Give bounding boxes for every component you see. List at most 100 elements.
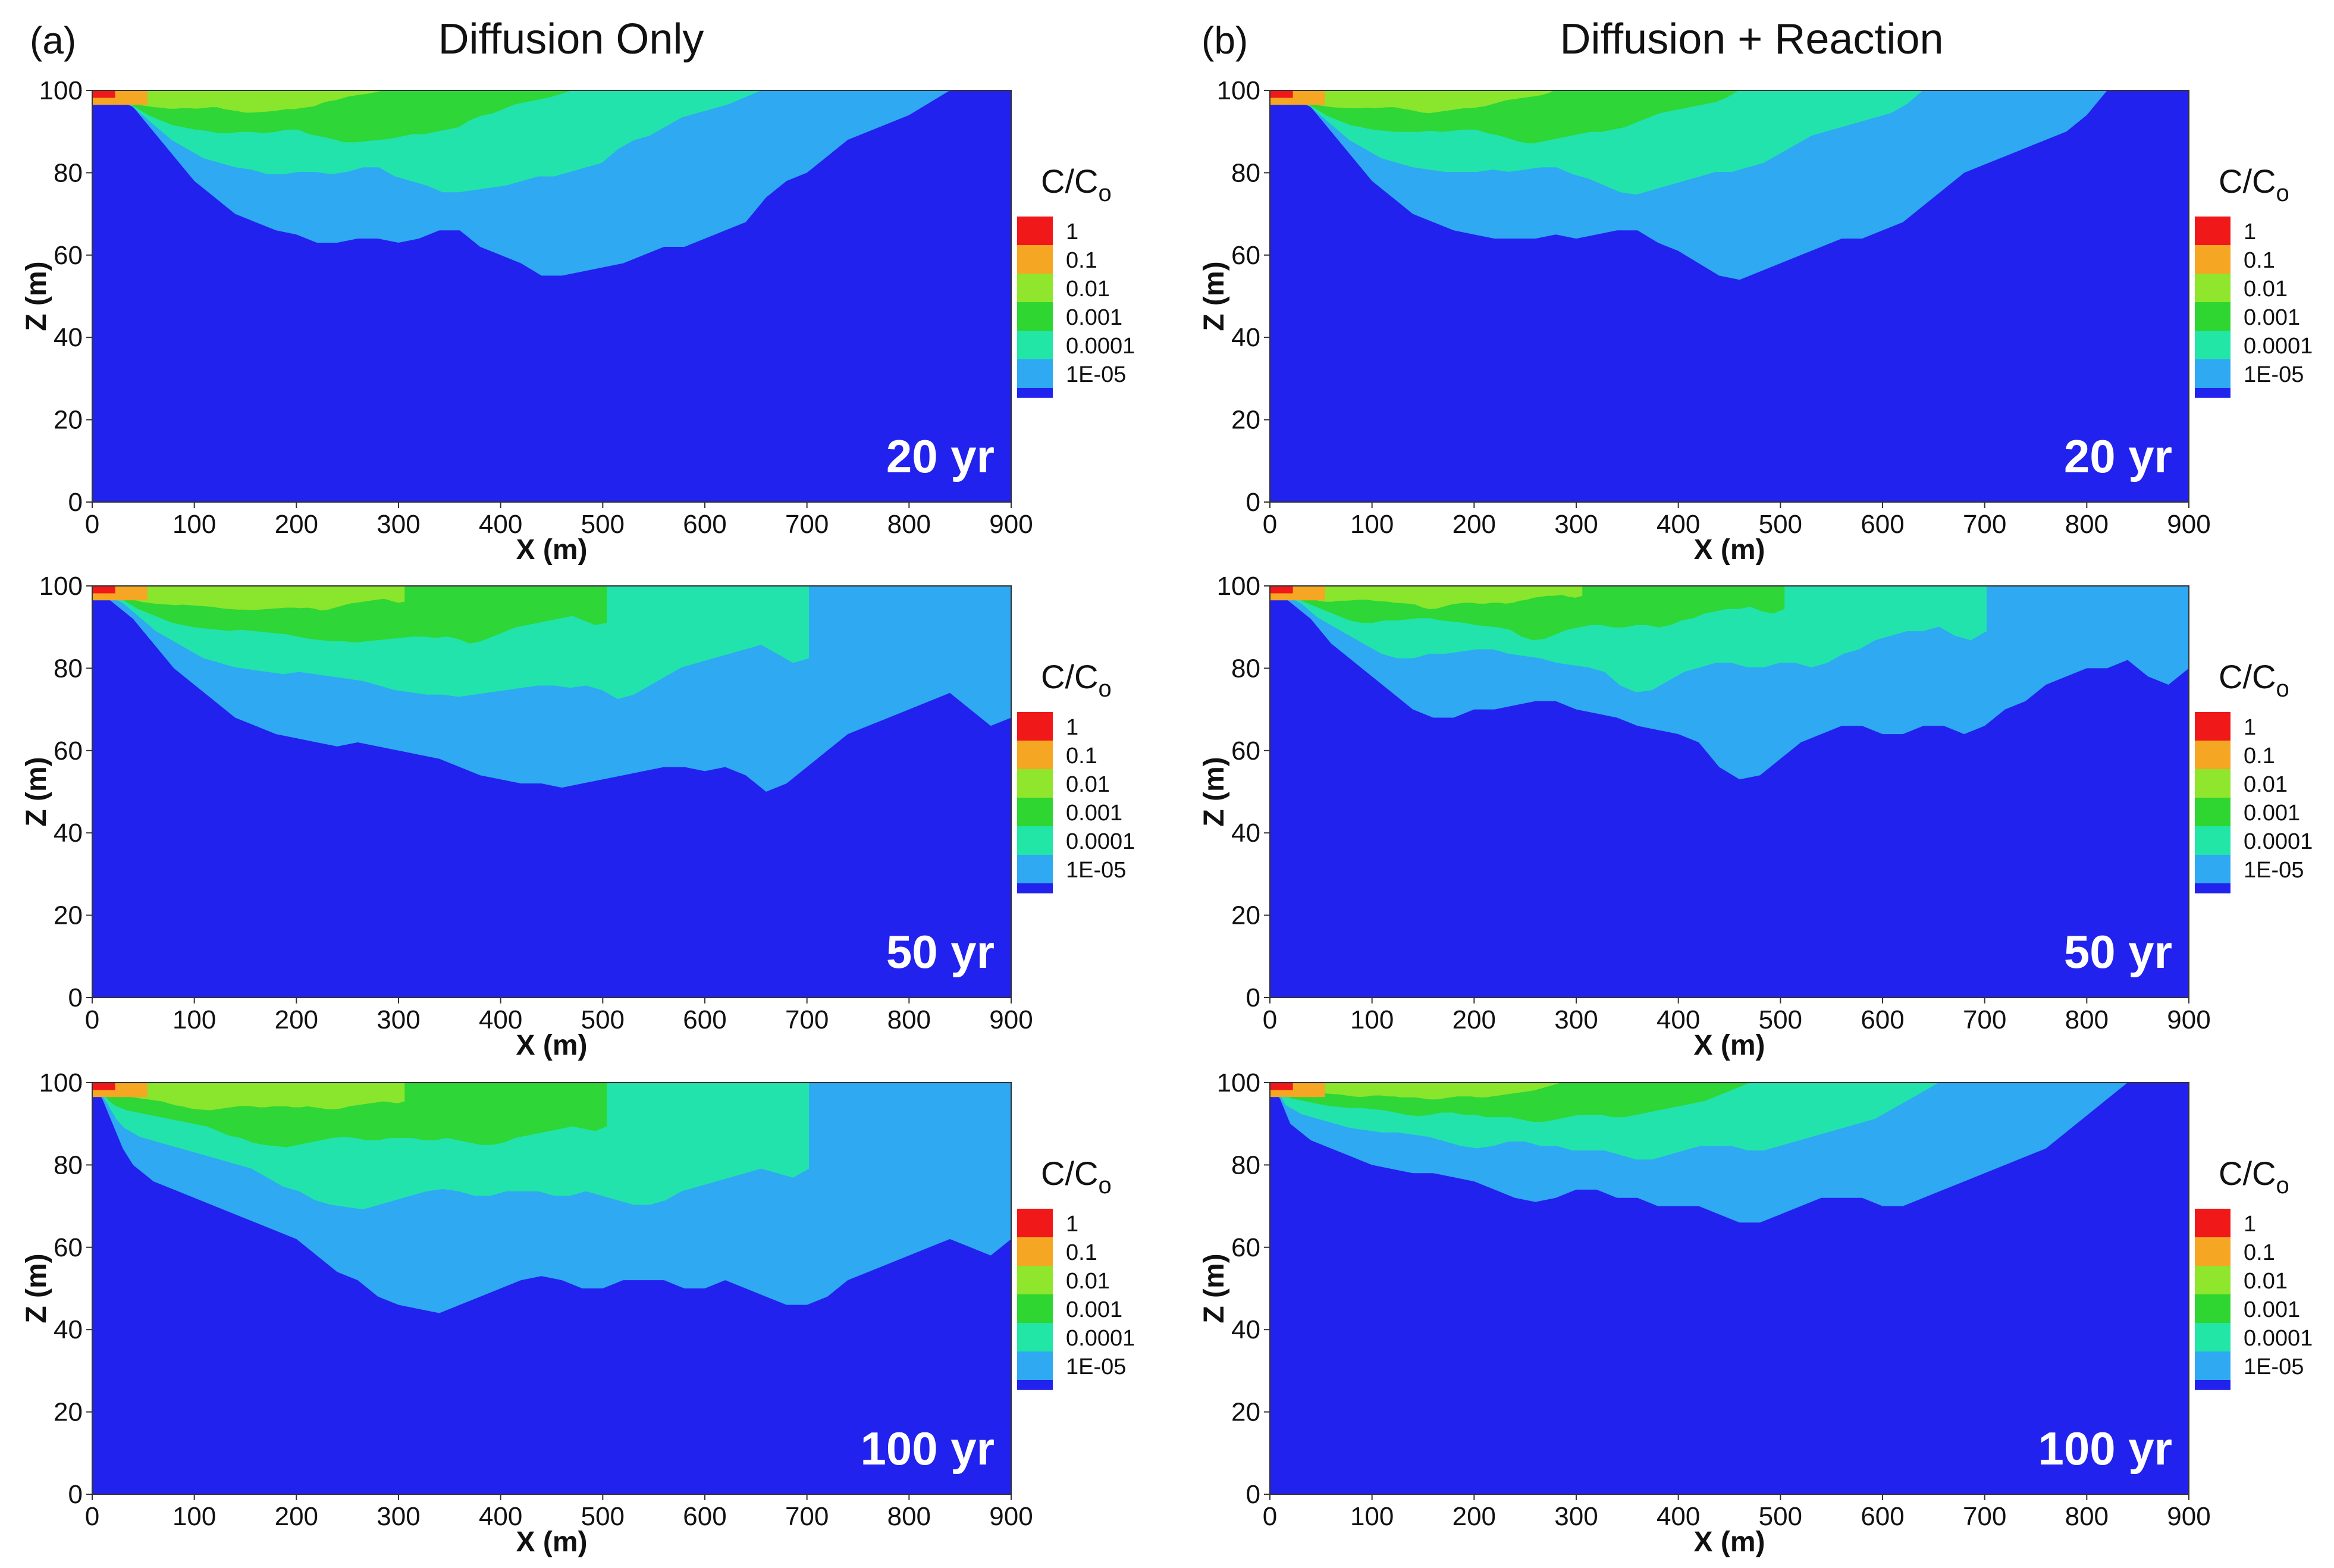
x-tick-label: 900: [2167, 510, 2210, 539]
legend-label: 0.01: [1066, 772, 1110, 797]
x-tick-label: 300: [1554, 510, 1598, 539]
y-tick-label: 20: [54, 406, 83, 435]
y-tick-label: 0: [68, 983, 83, 1012]
y-tick-label: 100: [1217, 76, 1260, 105]
legend-label: 0.1: [1066, 248, 1097, 273]
x-tick-label: 500: [581, 1005, 625, 1034]
x-tick-label: 100: [1350, 510, 1394, 539]
panel-b-100: 0 100 200 300 400 500 600 700 800 900 0 20 40 60 80 100…: [1199, 1068, 2313, 1558]
legend-swatch-0.0001: [2195, 331, 2231, 359]
x-tick-label: 600: [1861, 510, 1904, 539]
legend-swatch-0.001: [1017, 302, 1053, 331]
legend-label: 1E-05: [1066, 858, 1126, 883]
x-tick-label: 200: [275, 1005, 318, 1034]
legend-swatch-1: [2195, 217, 2231, 245]
x-tick-label: 900: [989, 510, 1033, 539]
y-tick-label: 0: [68, 488, 83, 517]
x-tick-label: 200: [1453, 1502, 1496, 1531]
plot-frame: [92, 90, 1012, 503]
legend-title-sub: o: [1098, 180, 1111, 206]
column-a-title: Diffusion Only: [438, 15, 704, 63]
legend-label: 0.0001: [1066, 334, 1135, 359]
legend-label: 1: [2244, 1212, 2256, 1237]
x-tick-label: 500: [1759, 1502, 1802, 1531]
contour-band-1: [1270, 1083, 1293, 1090]
legend-swatch-0.0001: [2195, 826, 2231, 855]
legend-swatch-0.0001: [1017, 1323, 1053, 1351]
x-tick-label: 300: [377, 510, 420, 539]
legend-swatch-0.001: [2195, 1294, 2231, 1323]
x-tick-label: 0: [1263, 1502, 1277, 1531]
y-tick-label: 60: [54, 241, 83, 270]
plot-frame: [92, 585, 1012, 998]
legend-title-main: C/C: [1041, 1155, 1098, 1192]
x-tick-label: 300: [377, 1005, 420, 1034]
x-tick-label: 300: [377, 1502, 420, 1531]
y-tick-label: 60: [1231, 736, 1260, 766]
legend-label: 0.0001: [2244, 334, 2313, 359]
legend-label: 1: [1066, 1212, 1078, 1237]
x-tick-label: 700: [785, 510, 829, 539]
panel-b-20: 0 100 200 300 400 500 600 700 800 900 0 20 40 60 80 100…: [1199, 76, 2313, 566]
legend-swatch-0.01: [2195, 274, 2231, 302]
legend-swatch-1E-05: [2195, 359, 2231, 388]
legend-swatch-base: [2195, 883, 2231, 893]
y-tick-label: 80: [54, 654, 83, 683]
x-axis-label: X (m): [516, 534, 588, 566]
legend-label: 1E-05: [1066, 1354, 1126, 1379]
y-tick-label: 40: [1231, 1315, 1260, 1344]
x-tick-label: 600: [1861, 1005, 1904, 1034]
legend-label: 0.001: [2244, 305, 2300, 330]
y-tick-label: 20: [1231, 406, 1260, 435]
legend-swatch-0.1: [1017, 245, 1053, 274]
legend-swatch-1E-05: [1017, 1351, 1053, 1380]
panel-group: 0 100 200 300 400 500 600 700 800 900020406080100…: [21, 76, 2313, 1558]
x-tick-label: 200: [275, 510, 318, 539]
plot-frame: [92, 1082, 1012, 1495]
y-tick-label: 0: [1246, 1480, 1260, 1509]
y-axis-label: Z (m): [21, 1253, 52, 1323]
contour-band-0.01: [1270, 1083, 1583, 1100]
contour-band-1: [1270, 90, 1293, 98]
legend-title-main: C/C: [2219, 658, 2276, 695]
x-tick-label: 700: [785, 1005, 829, 1034]
x-axis-label: X (m): [1694, 1526, 1765, 1558]
legend-label: 1E-05: [1066, 362, 1126, 387]
x-tick-label: 900: [989, 1005, 1033, 1034]
x-tick-label: 600: [1861, 1502, 1904, 1531]
contour-band-1: [92, 90, 115, 98]
time-label: 50 yr: [886, 926, 995, 978]
y-tick-label: 80: [1231, 1150, 1260, 1180]
time-label: 100 yr: [2038, 1422, 2172, 1475]
legend-label: 0.01: [2244, 772, 2288, 797]
x-tick-label: 500: [581, 510, 625, 539]
legend-swatch-0.01: [2195, 769, 2231, 798]
x-axis-label: X (m): [1694, 534, 1765, 566]
legend-swatch-1: [2195, 1209, 2231, 1237]
y-axis-label: Z (m): [21, 261, 52, 331]
x-tick-label: 0: [85, 1005, 99, 1034]
legend-swatch-0.01: [1017, 274, 1053, 302]
legend-swatch-1E-05: [2195, 1351, 2231, 1380]
legend-swatch-0.1: [2195, 1237, 2231, 1266]
x-tick-label: 100: [172, 1502, 216, 1531]
x-tick-label: 100: [172, 510, 216, 539]
legend-title-sub: o: [1098, 1172, 1111, 1199]
x-tick-label: 500: [581, 1502, 625, 1531]
y-tick-label: 60: [1231, 241, 1260, 270]
legend-label: 0.0001: [1066, 1326, 1135, 1351]
time-label: 100 yr: [860, 1422, 995, 1475]
legend-label: 0.1: [2244, 744, 2275, 769]
legend-swatch-0.1: [1017, 1237, 1053, 1266]
legend-label: 0.001: [1066, 801, 1122, 826]
x-tick-label: 400: [479, 1502, 522, 1531]
y-tick-label: 100: [1217, 1068, 1260, 1097]
legend-title: C/Co: [2219, 658, 2289, 702]
legend-label: 0.01: [2244, 1269, 2288, 1294]
x-tick-label: 400: [479, 1005, 522, 1034]
contour-band-0.01: [92, 1083, 405, 1111]
legend-swatch-0.001: [2195, 302, 2231, 331]
legend-swatch-1E-05: [1017, 359, 1053, 388]
x-tick-label: 500: [1759, 510, 1802, 539]
